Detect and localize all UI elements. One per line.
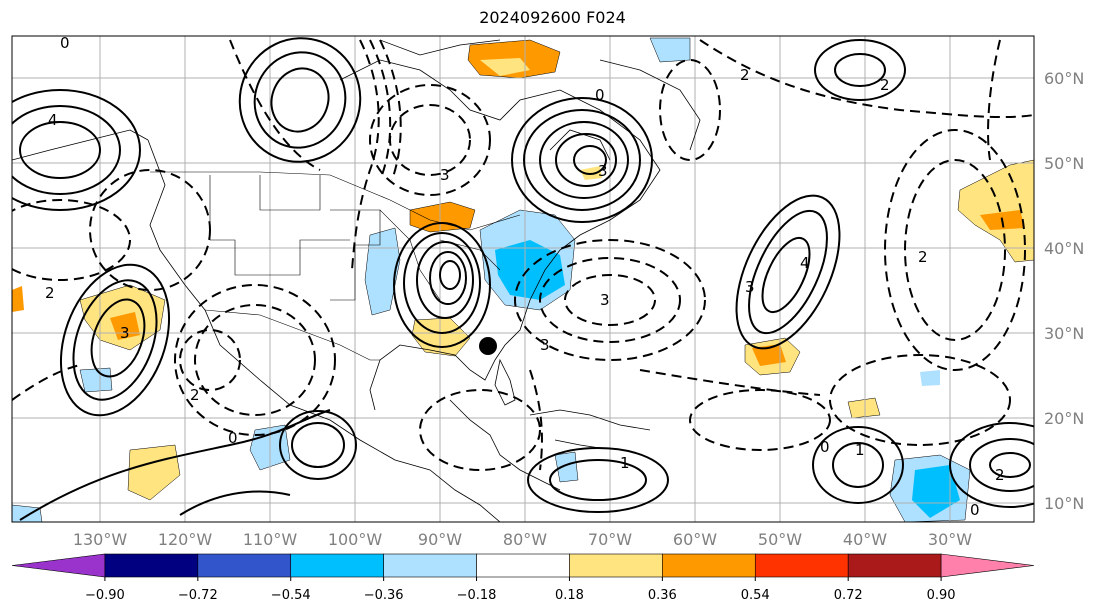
positive-patch: [409, 201, 476, 233]
contour-label: 4: [800, 254, 810, 272]
colorbar-segment: [569, 553, 663, 578]
lat-label: 60°N: [1044, 69, 1084, 88]
negative-patch: [912, 465, 960, 518]
lon-label: 60°W: [673, 530, 717, 549]
contour-label: 2: [45, 284, 55, 302]
lon-label: 70°W: [588, 530, 632, 549]
contour-label: 0: [820, 438, 830, 456]
colorbar-tick-label: 0.54: [741, 588, 770, 603]
lon-label: 110°W: [243, 530, 298, 549]
latitude-labels: 60°N 50°N 40°N 30°N 20°N 10°N: [1044, 69, 1084, 513]
contour-label: 2: [995, 466, 1005, 484]
colorbar-tick-label: 0.36: [648, 588, 677, 603]
contour-label: 2: [918, 248, 928, 266]
contour-label: 3: [600, 291, 610, 309]
longitude-labels: 130°W 120°W 110°W 100°W 90°W 80°W 70°W 6…: [73, 530, 972, 549]
colorbar: −0.90 −0.72 −0.54 −0.36 −0.18 0.18 0.36 0.54 0.7…: [11, 553, 1035, 603]
solid-contours: [12, 37, 1034, 521]
contour-label: 0: [970, 501, 980, 519]
colorbar-segment: [11, 553, 106, 578]
lon-label: 90°W: [418, 530, 462, 549]
map-title: 2024092600 F024: [479, 8, 626, 27]
lon-label: 120°W: [158, 530, 213, 549]
dashed-contours: [12, 39, 1034, 471]
colorbar-segments: [11, 553, 1035, 578]
lat-label: 40°N: [1044, 239, 1084, 258]
lat-label: 20°N: [1044, 409, 1084, 428]
coastlines: [12, 39, 701, 522]
colorbar-tick-label: 0.90: [927, 588, 956, 603]
contour-labels: 0 4 3 3 0 3 4 3 2 3 0 0 1 2 0 1 2 3 2 2 …: [45, 34, 1005, 519]
negative-patch: [79, 367, 113, 393]
contour-label: 3: [745, 278, 755, 296]
colorbar-tick-label: 0.18: [555, 588, 584, 603]
map-frame: [11, 35, 1035, 523]
colorbar-tick-label: −0.90: [85, 588, 125, 603]
colorbar-segment: [104, 553, 199, 578]
contour-label: 3: [540, 336, 550, 354]
colorbar-ticks: −0.90 −0.72 −0.54 −0.36 −0.18 0.18 0.36 0.54 0.7…: [85, 577, 956, 603]
colorbar-segment: [754, 553, 849, 578]
positive-patch: [480, 58, 530, 76]
negative-patch: [920, 370, 940, 386]
negative-patch: [649, 37, 691, 63]
shaded-anomaly-fields: [12, 37, 1034, 522]
contour-label: 4: [48, 111, 58, 129]
contour-label: 0: [595, 86, 605, 104]
lon-label: 80°W: [503, 530, 547, 549]
colorbar-segment: [383, 553, 477, 578]
lon-label: 50°W: [758, 530, 802, 549]
lon-label: 40°W: [843, 530, 887, 549]
colorbar-tick-label: −0.72: [178, 588, 218, 603]
colorbar-segment: [847, 553, 942, 578]
colorbar-tick-label: −0.36: [364, 588, 404, 603]
colorbar-segment: [476, 553, 570, 578]
contour-label: 2: [190, 386, 200, 404]
colorbar-segment: [662, 553, 756, 578]
contour-label: 1: [620, 454, 630, 472]
negative-patch: [12, 504, 43, 522]
lon-label: 130°W: [73, 530, 128, 549]
location-marker: [479, 337, 497, 355]
lat-label: 10°N: [1044, 494, 1084, 513]
lat-label: 50°N: [1044, 154, 1084, 173]
lon-label: 100°W: [328, 530, 383, 549]
positive-patch: [847, 397, 881, 419]
contour-label: 0: [228, 429, 238, 447]
negative-patch: [554, 451, 579, 483]
positive-patch: [12, 286, 24, 312]
lon-label: 30°W: [928, 530, 972, 549]
colorbar-tick-label: 0.72: [834, 588, 863, 603]
contour-label: 2: [740, 66, 750, 84]
colorbar-tick-label: −0.54: [271, 588, 311, 603]
contour-label: 2: [880, 76, 890, 94]
contour-label: 3: [120, 324, 130, 342]
lat-label: 30°N: [1044, 324, 1084, 343]
contour-label: 3: [598, 162, 608, 180]
contour-label: 0: [60, 34, 70, 52]
colorbar-segment: [290, 553, 384, 578]
contour-label: 3: [440, 166, 450, 184]
negative-patch: [364, 227, 401, 316]
colorbar-segment: [940, 553, 1035, 578]
colorbar-segment: [197, 553, 292, 578]
colorbar-tick-label: −0.18: [457, 588, 497, 603]
positive-patch: [752, 344, 786, 366]
contour-label: 1: [855, 441, 865, 459]
